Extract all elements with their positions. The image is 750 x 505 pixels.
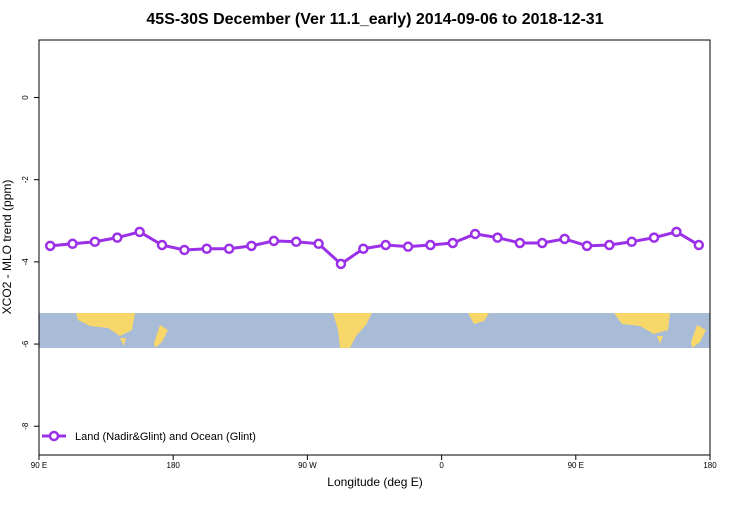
point: [67, 238, 78, 250]
point: [134, 226, 145, 238]
point: [290, 236, 302, 247]
legend-label: Land (Nadir&Glint) and Ocean (Glint): [75, 431, 256, 443]
point: [112, 232, 123, 243]
point: [380, 239, 391, 251]
legend-marker: [48, 430, 60, 442]
point: [559, 233, 570, 245]
x-axis-label: Longitude (deg E): [327, 475, 422, 489]
point: [514, 237, 526, 249]
x-tick-label: 180: [703, 461, 717, 470]
map-strip: [39, 313, 710, 348]
point: [268, 235, 280, 247]
legend: Land (Nadir&Glint) and Ocean (Glint): [42, 430, 256, 443]
y-axis-label: XCO2 - MLO trend (ppm): [0, 180, 14, 315]
point: [313, 238, 324, 250]
point: [402, 241, 414, 252]
y-tick-label: -8: [21, 422, 30, 430]
point: [537, 237, 548, 249]
point: [44, 240, 56, 252]
point: [492, 232, 503, 243]
point: [671, 226, 682, 238]
point: [425, 239, 436, 251]
point: [223, 243, 235, 254]
plot-frame: [38, 39, 711, 456]
y-tick-label: -4: [21, 258, 30, 266]
x-tick-label: 90 E: [568, 461, 584, 470]
point: [156, 239, 168, 251]
chart-title: 45S-30S December (Ver 11.1_early) 2014-0…: [146, 11, 603, 28]
y-tick-label: -2: [21, 176, 30, 184]
point: [447, 237, 459, 249]
point: [201, 243, 212, 254]
x-tick-label: 90 W: [298, 461, 317, 470]
x-tick-label: 90 E: [31, 461, 47, 470]
y-tick-label: -6: [21, 340, 30, 348]
point: [179, 244, 190, 256]
point: [335, 258, 347, 270]
x-tick-label: 180: [167, 461, 181, 470]
point: [604, 239, 615, 251]
series-line: [50, 230, 700, 266]
point: [246, 240, 257, 252]
point: [626, 236, 637, 247]
y-tick-label: 0: [21, 95, 30, 100]
point: [358, 243, 369, 254]
x-tick-label: 0: [439, 461, 444, 470]
point: [469, 228, 481, 240]
point: [648, 232, 660, 243]
point: [581, 240, 593, 252]
point: [693, 239, 705, 251]
point: [89, 236, 101, 247]
